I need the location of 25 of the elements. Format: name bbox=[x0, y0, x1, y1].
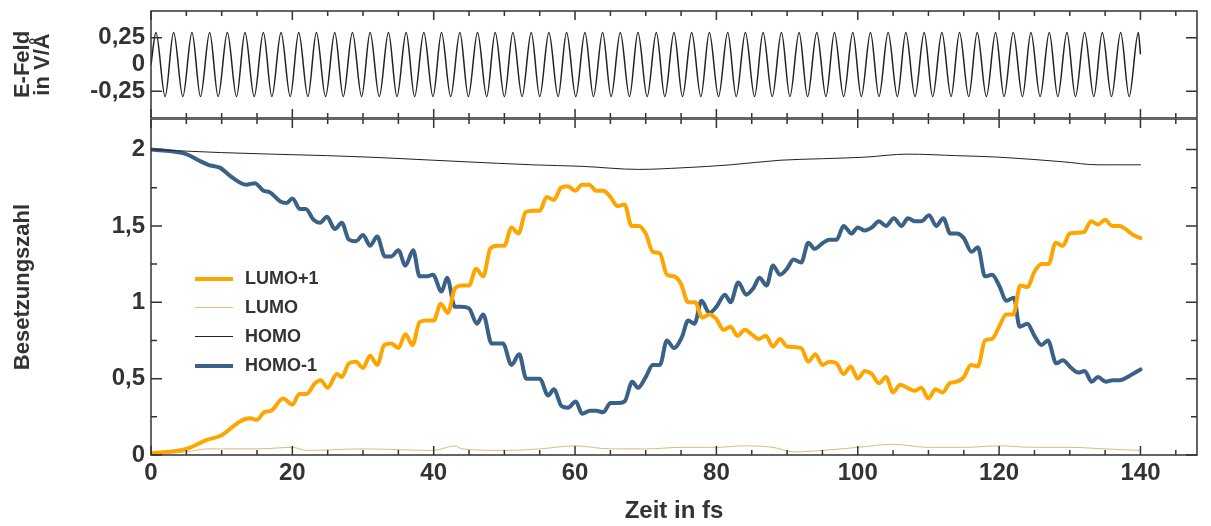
y-tick-label: 0 bbox=[131, 49, 145, 77]
legend-label: HOMO bbox=[245, 326, 301, 347]
x-tick-label: 40 bbox=[420, 458, 448, 486]
x-tick-label: 80 bbox=[703, 458, 730, 486]
line-series bbox=[151, 182, 1143, 455]
x-tick-label: 20 bbox=[279, 458, 306, 486]
y-tick-label: 1 bbox=[131, 286, 145, 314]
y-axis-title: Besetzungszahl bbox=[8, 203, 34, 371]
legend-label: LUMO bbox=[245, 297, 298, 318]
y-tick-label: 0 bbox=[131, 439, 145, 467]
x-tick-label: 100 bbox=[837, 458, 878, 486]
x-axis-title: Zeit in fs bbox=[624, 496, 724, 524]
line-series bbox=[151, 31, 1142, 98]
legend-label: HOMO-1 bbox=[245, 355, 317, 376]
y-tick-label: 2 bbox=[131, 134, 145, 162]
y-axis-title: E-Feld in V/Å bbox=[8, 30, 55, 99]
x-tick-label: 140 bbox=[1120, 458, 1161, 486]
line-series bbox=[151, 147, 1143, 416]
y-tick-label: 1,5 bbox=[111, 210, 145, 238]
x-tick-label: 60 bbox=[561, 458, 589, 486]
x-tick-label: 120 bbox=[979, 458, 1020, 486]
y-tick-label: 0,5 bbox=[111, 363, 145, 391]
legend-label: LUMO+1 bbox=[245, 268, 319, 289]
y-tick-label: -0,25 bbox=[90, 75, 145, 103]
y-tick-label: 0,25 bbox=[98, 22, 145, 50]
